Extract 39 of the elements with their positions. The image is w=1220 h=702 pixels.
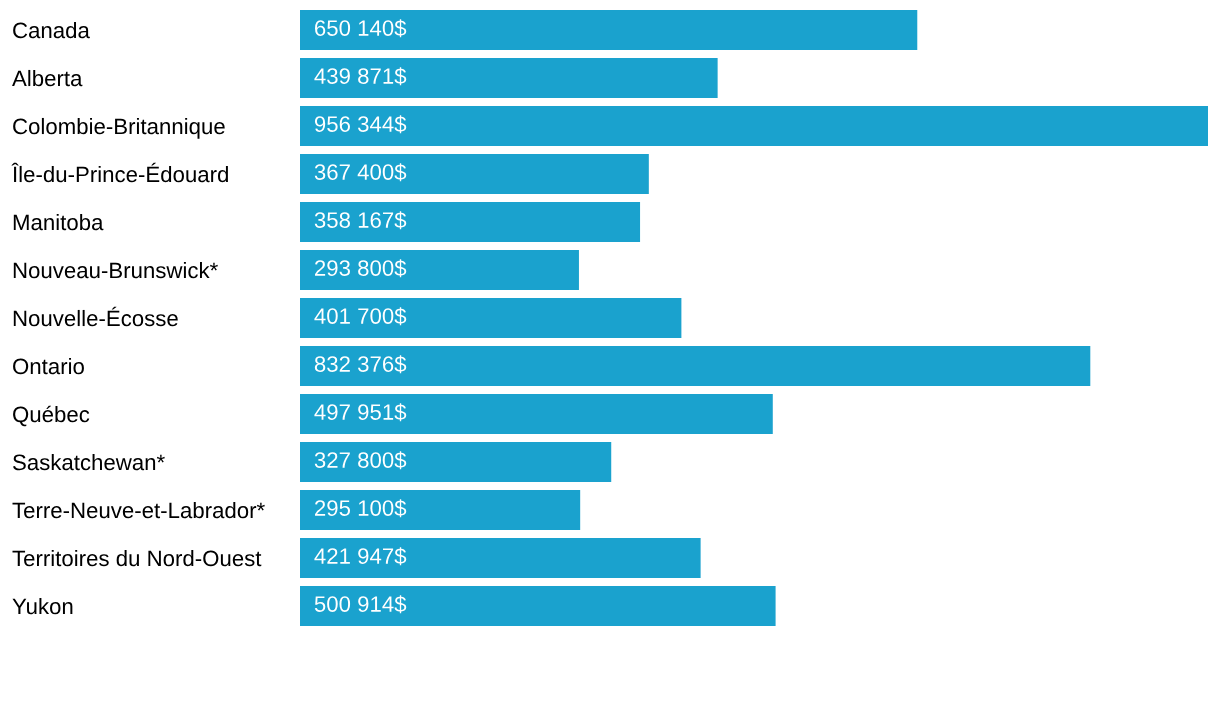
- data-label: 832 376$: [314, 355, 407, 374]
- y-tick-label: Colombie-Britannique: [13, 117, 225, 139]
- data-label: 295 100$: [315, 499, 407, 518]
- data-label: 293 800$: [315, 259, 407, 278]
- data-label: 327 800$: [314, 451, 407, 470]
- bar: [300, 394, 773, 434]
- bar: [300, 346, 1091, 386]
- y-tick-label: Saskatchewan*: [13, 453, 165, 471]
- y-tick-label: Québec: [13, 405, 90, 427]
- bar: [300, 154, 649, 194]
- bar: [300, 10, 918, 50]
- data-label: 421 947$: [314, 547, 407, 566]
- y-tick-label: Alberta: [12, 69, 83, 87]
- bar: [300, 250, 579, 290]
- y-tick-label: Manitoba: [13, 213, 104, 231]
- data-label: 439 871$: [314, 67, 407, 86]
- data-label: 650 140$: [315, 19, 407, 38]
- y-tick-label: Yukon: [12, 597, 73, 615]
- y-tick-label: Terre-Neuve-et-Labrador*: [12, 501, 265, 519]
- y-tick-label: Territoires du Nord-Ouest: [12, 549, 262, 567]
- data-label: 367 400$: [314, 163, 407, 182]
- data-label: 401 700$: [314, 307, 407, 326]
- y-tick-label: Ontario: [13, 357, 84, 375]
- y-tick-label: Nouveau-Brunswick*: [13, 261, 218, 279]
- data-label: 956 344$: [314, 115, 407, 134]
- y-tick-label: Nouvelle-Écosse: [13, 306, 178, 327]
- y-tick-label: Île-du-Prince-Édouard: [11, 162, 228, 183]
- bar: [300, 58, 718, 98]
- y-tick-label: Canada: [13, 21, 90, 39]
- bar: [300, 442, 612, 482]
- bar: [300, 586, 776, 626]
- bar: [300, 490, 581, 530]
- bar: [300, 202, 641, 242]
- bar: [300, 298, 682, 338]
- data-label: 358 167$: [314, 211, 407, 230]
- data-label: 500 914$: [314, 595, 407, 614]
- bar: [300, 106, 1208, 146]
- data-label: 497 951$: [314, 403, 407, 422]
- bar: [300, 538, 701, 578]
